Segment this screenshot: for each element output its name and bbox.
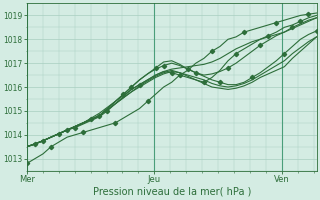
X-axis label: Pression niveau de la mer( hPa ): Pression niveau de la mer( hPa ) — [92, 187, 251, 197]
